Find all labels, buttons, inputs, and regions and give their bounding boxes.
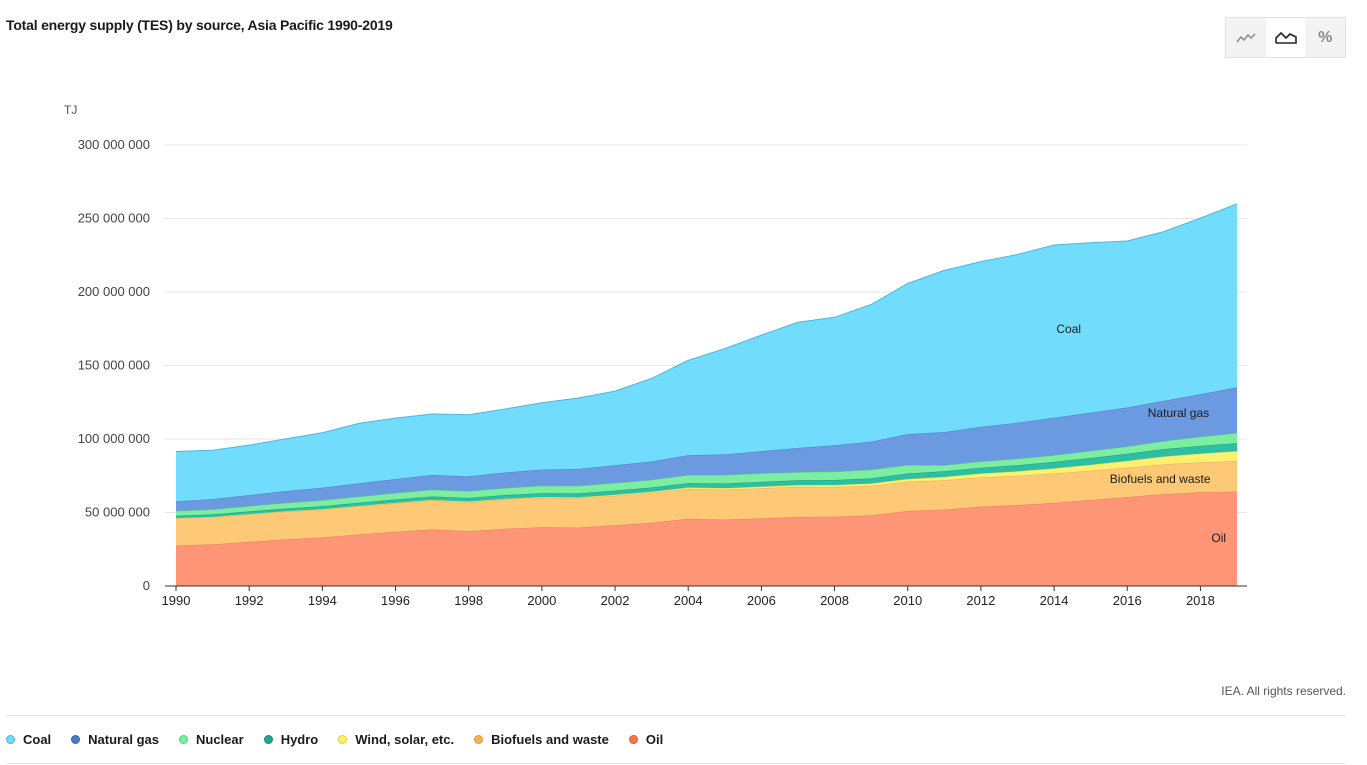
legend-item-nuclear[interactable]: Nuclear [178,732,244,747]
y-tick-label: 50 000 000 [85,505,150,520]
x-tick-label: 2010 [893,593,922,608]
credit-text: IEA. All rights reserved. [1221,684,1346,698]
legend-swatch [178,735,188,744]
area-label: Biofuels and waste [1110,472,1211,486]
area-natural-gas[interactable] [176,387,1237,511]
y-axis-unit: TJ [64,103,77,117]
legend-label: Nuclear [195,732,244,747]
legend-item-wind-solar[interactable]: Wind, solar, etc. [338,732,454,747]
line-view-button[interactable] [1226,18,1266,57]
x-tick-label: 2000 [527,593,556,608]
legend-label: Wind, solar, etc. [355,732,455,747]
x-tick-label: 2006 [747,593,776,608]
area-label: Natural gas [1148,406,1209,420]
legend-label: Oil [645,732,664,747]
legend-divider-top [6,715,1346,716]
x-tick-label: 2008 [820,593,849,608]
line-chart-icon [1236,32,1256,42]
x-tick-label: 2012 [966,593,995,608]
y-tick-label: 150 000 000 [78,358,150,373]
stacked-area-chart: TJ 0 50 000 000 100 000 000 150 000 000 200 … [64,103,1247,608]
y-tick-label: 100 000 000 [78,431,150,446]
x-tick-label: 2018 [1186,593,1215,608]
legend-item-oil[interactable]: Oil [628,732,664,747]
legend-label: Natural gas [88,732,159,747]
legend-label: Biofuels and waste [491,732,609,747]
x-tick-label: 2014 [1040,593,1069,608]
legend-divider-bottom [6,763,1346,764]
area-nuclear[interactable] [176,433,1237,516]
area-hydro[interactable] [176,443,1237,519]
y-tick-label: 0 [143,578,150,593]
legend-swatch [71,735,81,744]
area-view-button[interactable] [1265,18,1306,57]
legend-swatch [263,735,273,744]
legend-item-biofuels[interactable]: Biofuels and waste [474,732,609,747]
legend-swatch [6,735,15,744]
x-tick-label: 1998 [454,593,483,608]
y-tick-label: 250 000 000 [78,211,150,226]
legend-swatch [628,735,638,744]
area-label: Oil [1211,531,1226,545]
legend-item-natural-gas[interactable]: Natural gas [71,732,159,747]
area-label: Coal [1056,322,1081,336]
chart-view-toggle: % [1225,17,1346,58]
x-tick-label: 2002 [601,593,630,608]
x-tick-label: 1996 [381,593,410,608]
x-tick-label: 1990 [162,593,191,608]
percent-icon: % [1318,28,1333,46]
legend-swatch [474,735,484,744]
x-tick-label: 2004 [674,593,703,608]
legend-swatch [338,735,348,744]
area-edge [175,203,1238,452]
series-areas [175,203,1238,586]
area-coal[interactable] [176,203,1237,502]
area-chart-icon [1274,31,1297,44]
legend-label: Coal [23,732,52,747]
legend-item-coal[interactable]: Coal [6,732,51,747]
legend: Coal Natural gas Nuclear Hydro Wind, sol… [6,732,683,747]
x-tick-label: 1992 [235,593,264,608]
x-tick-label: 1994 [308,593,337,608]
y-tick-label: 300 000 000 [78,137,150,152]
area-biofuels-and-waste[interactable] [176,461,1237,546]
axes: 1990 1992 1994 1996 1998 2000 2002 2004 2006 2008… [162,585,1247,608]
legend-label: Hydro [280,732,319,747]
area-labels: Coal Natural gas Biofuels and waste Oil [1056,322,1226,545]
x-tick-label: 2016 [1113,593,1142,608]
legend-item-hydro[interactable]: Hydro [263,732,319,747]
percent-view-button[interactable]: % [1305,18,1345,57]
y-tick-label: 200 000 000 [78,284,150,299]
area-oil[interactable] [176,491,1237,586]
chart-title: Total energy supply (TES) by source, Asi… [6,17,393,33]
